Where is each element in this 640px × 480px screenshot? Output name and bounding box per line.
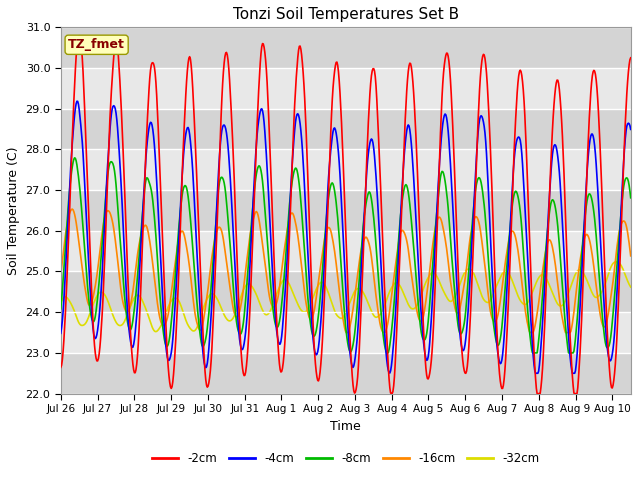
-2cm <box>76 33 83 38</box>
-8cm <box>138 224 145 230</box>
-16cm <box>138 231 145 237</box>
-2cm <box>323 250 330 255</box>
-32cm <box>152 329 160 335</box>
Bar <box>61 68 630 108</box>
Bar <box>61 149 630 190</box>
-4cm <box>323 221 330 227</box>
-2cm <box>388 391 396 396</box>
-4cm <box>467 269 474 275</box>
X-axis label: Time: Time <box>330 420 361 432</box>
-4cm <box>60 309 67 315</box>
Line: -8cm: -8cm <box>61 158 630 353</box>
-16cm <box>342 330 350 336</box>
-16cm <box>627 253 634 259</box>
Bar <box>61 272 630 312</box>
-2cm <box>57 364 65 370</box>
-4cm <box>532 371 540 376</box>
-16cm <box>68 206 76 212</box>
-32cm <box>627 284 634 290</box>
-32cm <box>301 309 308 315</box>
-32cm <box>137 294 145 300</box>
Title: Tonzi Soil Temperatures Set B: Tonzi Soil Temperatures Set B <box>233 7 459 22</box>
-8cm <box>383 350 390 356</box>
-4cm <box>57 330 65 336</box>
Line: -16cm: -16cm <box>61 209 630 333</box>
Bar <box>61 27 630 68</box>
Text: TZ_fmet: TZ_fmet <box>68 38 125 51</box>
-8cm <box>57 306 65 312</box>
Bar <box>61 108 630 149</box>
-32cm <box>467 266 474 272</box>
-16cm <box>467 229 475 235</box>
-2cm <box>627 55 634 60</box>
-4cm <box>301 187 308 193</box>
Bar <box>61 353 630 394</box>
Bar <box>61 231 630 272</box>
-4cm <box>481 123 488 129</box>
-8cm <box>467 235 475 241</box>
-8cm <box>627 195 634 201</box>
-32cm <box>60 296 67 301</box>
-2cm <box>138 271 145 276</box>
-8cm <box>301 250 308 256</box>
-2cm <box>301 96 308 101</box>
-2cm <box>481 55 489 61</box>
-16cm <box>481 264 489 269</box>
-16cm <box>301 290 308 296</box>
-16cm <box>323 228 330 234</box>
-8cm <box>481 210 489 216</box>
Line: -32cm: -32cm <box>61 262 630 332</box>
Y-axis label: Soil Temperature (C): Soil Temperature (C) <box>7 146 20 275</box>
Bar <box>61 312 630 353</box>
-32cm <box>57 300 65 305</box>
-16cm <box>60 251 67 257</box>
-2cm <box>60 348 67 354</box>
-4cm <box>627 127 634 132</box>
-2cm <box>467 296 475 302</box>
-8cm <box>323 217 330 223</box>
-4cm <box>73 98 81 104</box>
Bar <box>61 190 630 231</box>
Line: -4cm: -4cm <box>61 101 630 373</box>
-8cm <box>71 155 79 161</box>
-8cm <box>60 277 67 283</box>
-4cm <box>138 234 145 240</box>
-16cm <box>57 271 65 277</box>
Line: -2cm: -2cm <box>61 36 630 394</box>
-32cm <box>481 297 488 303</box>
-32cm <box>323 285 330 290</box>
-32cm <box>612 259 620 264</box>
Legend: -2cm, -4cm, -8cm, -16cm, -32cm: -2cm, -4cm, -8cm, -16cm, -32cm <box>147 447 545 469</box>
